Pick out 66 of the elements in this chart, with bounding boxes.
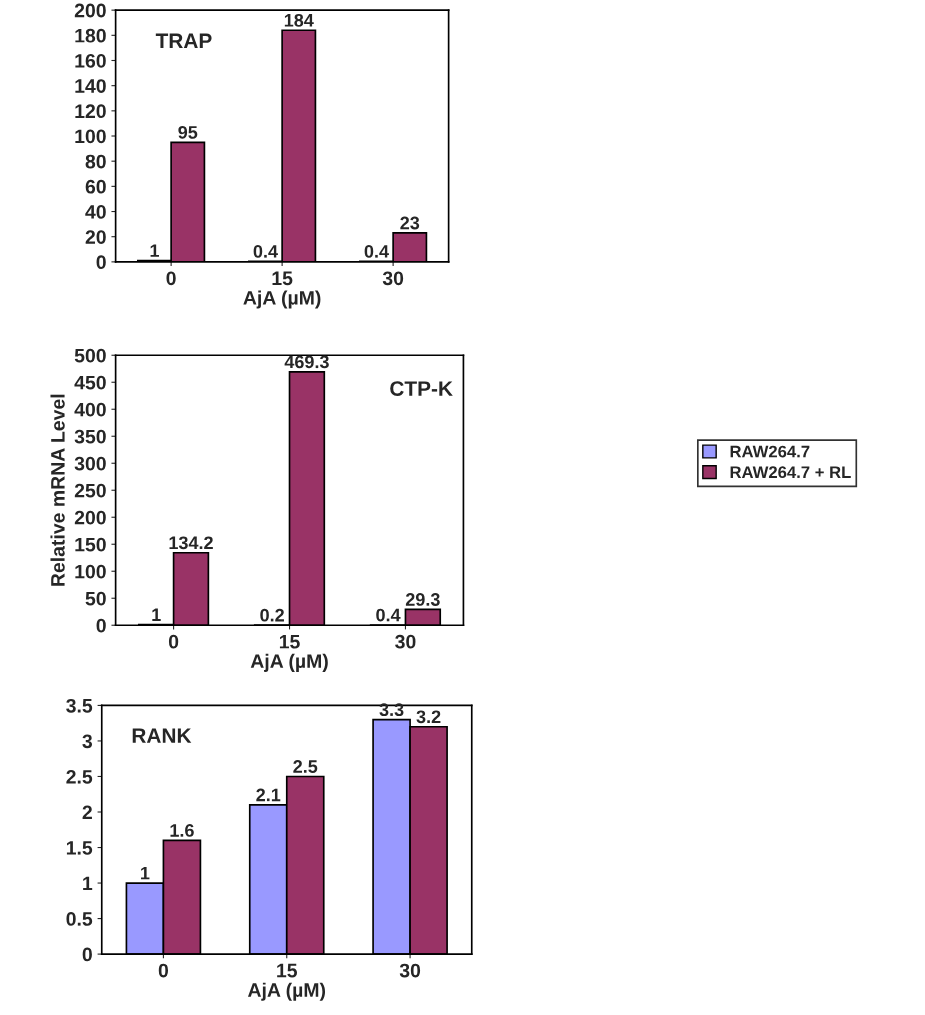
data-label: 469.3 xyxy=(284,355,329,369)
data-label: 1.6 xyxy=(170,824,194,837)
y-tick-label: 3.5 xyxy=(66,698,93,713)
y-tick-label: 200 xyxy=(74,510,106,525)
y-axis-title: Relative mRNA Level xyxy=(50,394,65,586)
data-label: 0.4 xyxy=(364,245,389,258)
y-tick-label: 100 xyxy=(75,564,106,579)
data-label: 2.1 xyxy=(256,788,281,802)
y-tick-label: 100 xyxy=(75,129,106,144)
y-tick-label: 0 xyxy=(96,618,106,633)
data-label: 0.4 xyxy=(253,245,278,258)
y-tick-label: 40 xyxy=(85,204,106,219)
data-label: 3.2 xyxy=(416,710,441,724)
x-axis-title: AjA (µM) xyxy=(247,982,326,1001)
legend-label: RAW264.7 + RL xyxy=(730,466,851,479)
y-tick-label: 0 xyxy=(82,947,92,962)
x-tick-label: 0 xyxy=(158,963,169,978)
y-tick-label: 0 xyxy=(96,255,106,270)
x-tick-label: 15 xyxy=(277,963,298,978)
x-axis-title: AjA (µM) xyxy=(243,290,321,309)
x-tick-label: 0 xyxy=(168,634,179,649)
y-tick-label: 250 xyxy=(74,483,106,498)
y-tick-label: 20 xyxy=(85,230,106,244)
data-label: 2.5 xyxy=(293,760,318,773)
text: CTP-K xyxy=(390,381,453,396)
y-tick-label: 50 xyxy=(85,591,106,606)
y-tick-label: 0.5 xyxy=(66,912,93,926)
legend-label: RAW264.7 xyxy=(730,445,810,458)
y-tick-label: 450 xyxy=(74,375,106,390)
y-tick-label: 2.5 xyxy=(66,769,93,784)
y-tick-label: 80 xyxy=(85,154,106,169)
x-tick-label: 15 xyxy=(272,271,293,286)
data-label: 95 xyxy=(178,125,198,139)
data-label: 1 xyxy=(141,866,150,880)
y-tick-label: 160 xyxy=(75,53,106,68)
y-tick-label: 1.5 xyxy=(66,841,93,855)
y-tick-label: 150 xyxy=(75,537,106,552)
y-tick-label: 350 xyxy=(74,429,106,444)
data-label: 184 xyxy=(284,13,314,27)
data-label: 134.2 xyxy=(169,536,213,550)
data-label: 29.3 xyxy=(405,593,440,606)
x-tick-label: 15 xyxy=(279,634,300,649)
y-tick-label: 400 xyxy=(74,402,106,417)
y-tick-label: 200 xyxy=(74,3,106,18)
text: TRAP xyxy=(155,33,212,48)
y-tick-label: 120 xyxy=(75,104,106,119)
data-label: 0.4 xyxy=(376,608,401,622)
text: RANK xyxy=(132,728,192,743)
y-tick-label: 1 xyxy=(83,876,93,891)
y-tick-label: 3 xyxy=(82,734,93,749)
x-tick-label: 0 xyxy=(166,271,176,286)
data-label: 23 xyxy=(400,216,420,230)
data-label: 1 xyxy=(150,244,159,257)
y-tick-label: 140 xyxy=(75,79,106,93)
data-label: 1 xyxy=(152,608,161,621)
x-tick-label: 30 xyxy=(395,634,416,649)
x-tick-label: 30 xyxy=(382,271,404,286)
x-axis-title: AjA (µM) xyxy=(250,653,328,672)
data-label: 3.3 xyxy=(379,703,404,717)
data-label: 0.2 xyxy=(260,608,284,622)
y-tick-label: 300 xyxy=(74,456,106,471)
y-tick-label: 500 xyxy=(74,348,106,363)
x-tick-label: 30 xyxy=(399,963,421,978)
y-tick-label: 60 xyxy=(85,179,106,194)
y-tick-label: 180 xyxy=(75,28,106,43)
y-tick-label: 2 xyxy=(82,805,92,820)
